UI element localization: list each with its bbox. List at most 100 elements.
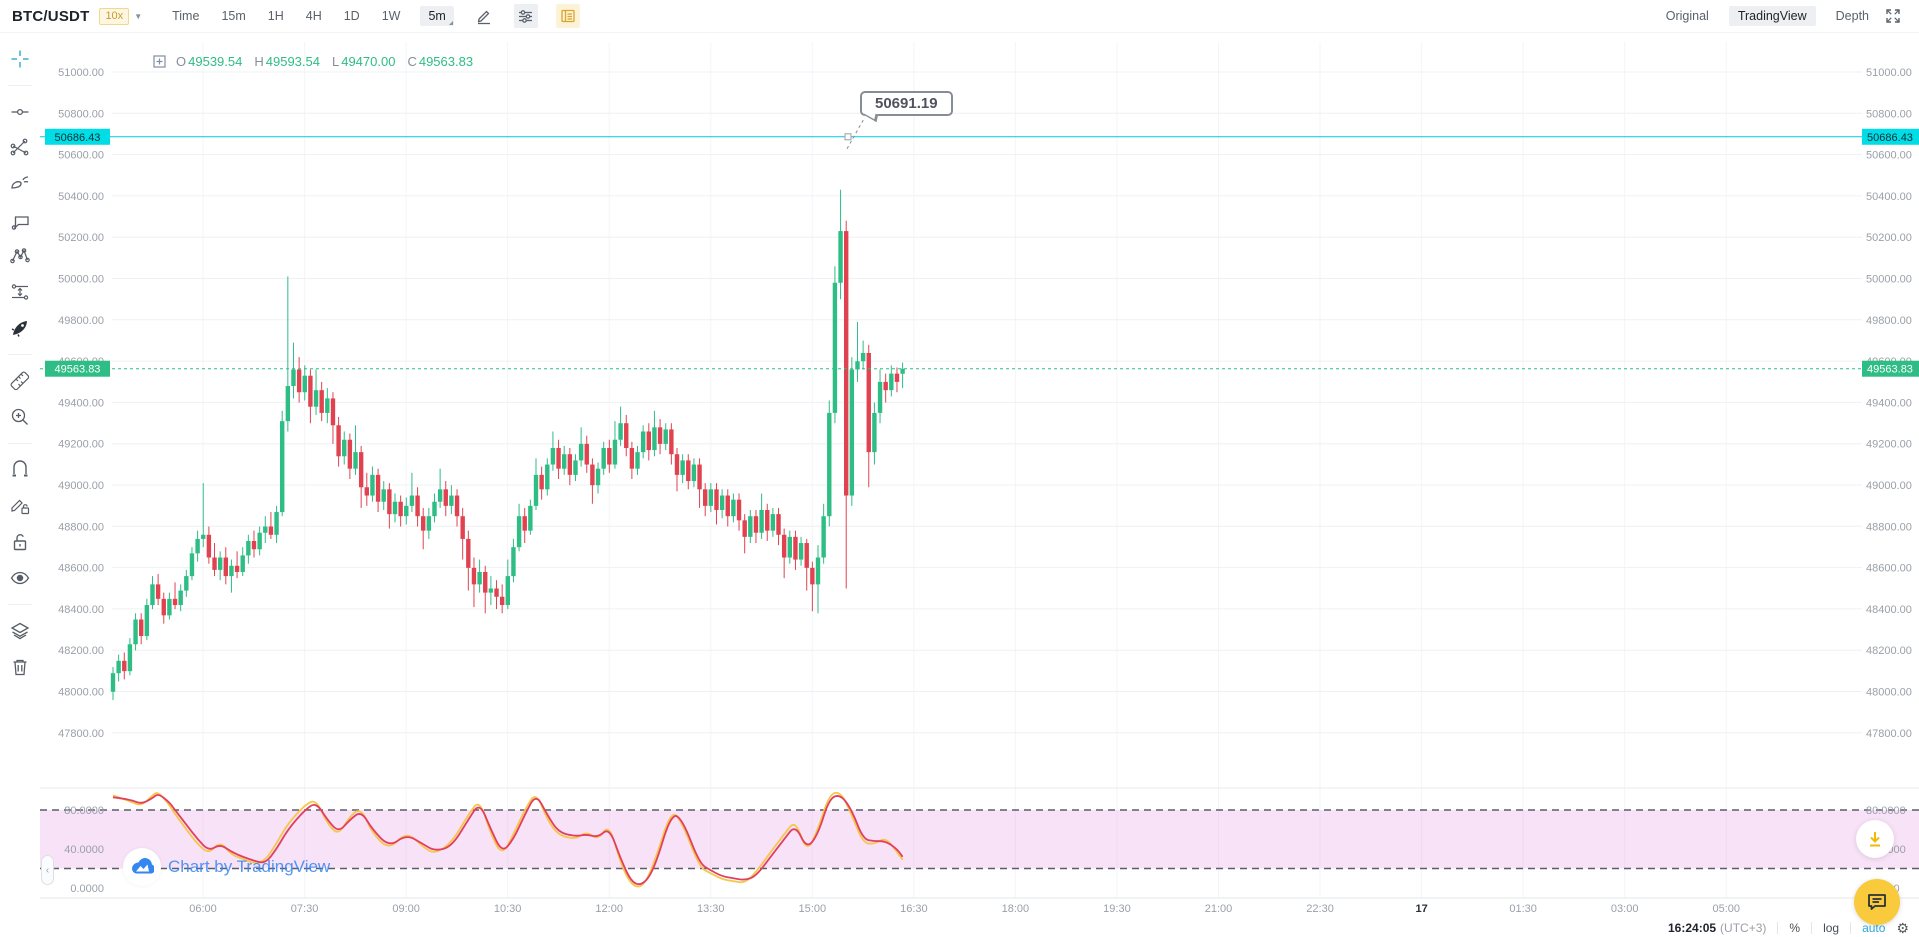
time-axis-label[interactable]: 05:00	[1712, 903, 1740, 915]
time-axis-label[interactable]: 03:00	[1611, 903, 1639, 915]
price-axis-label-left[interactable]: 48800.00	[58, 521, 104, 533]
price-axis-label-left[interactable]: 49400.00	[58, 397, 104, 409]
chat-support-button[interactable]	[1854, 879, 1900, 925]
indicator-axis-label-left[interactable]: 0.0000	[70, 883, 104, 895]
price-chart-canvas[interactable]: 06:00 07:30 09:00 10:30 12:00 13:30 15:00 16:30…	[40, 33, 1919, 920]
indicator-axis-label-left[interactable]: 80.0000	[64, 805, 104, 817]
price-axis-label-right[interactable]: 48600.00	[1866, 563, 1912, 575]
price-axis-label-right[interactable]: 48800.00	[1866, 521, 1912, 533]
price-axis-label-right[interactable]: 49800.00	[1866, 315, 1912, 327]
price-axis-label-left[interactable]: 48200.00	[58, 645, 104, 657]
price-axis-label-right[interactable]: 49200.00	[1866, 439, 1912, 451]
interval-1h[interactable]: 1H	[267, 9, 284, 23]
time-axis-label[interactable]: 17	[1415, 903, 1427, 915]
indicator-axis-label-right[interactable]: 80.0000	[1866, 805, 1906, 817]
download-button[interactable]	[1856, 820, 1894, 858]
price-axis-label-left[interactable]: 49800.00	[58, 315, 104, 327]
time-axis-label[interactable]: 15:00	[799, 903, 827, 915]
indicator-axis-label-left[interactable]: 40.0000	[64, 844, 104, 856]
price-axis-label-right[interactable]: 48400.00	[1866, 604, 1912, 616]
price-axis-label-left[interactable]: 50000.00	[58, 274, 104, 286]
tab-depth[interactable]: Depth	[1835, 9, 1869, 23]
timezone-label[interactable]: (UTC+3)	[1720, 921, 1767, 935]
time-axis-label[interactable]: 16:30	[900, 903, 928, 915]
settings-gear-icon[interactable]: ⚙	[1896, 920, 1909, 936]
price-axis-label-right[interactable]: 50800.00	[1866, 108, 1912, 120]
pane-collapse-handle[interactable]: ‹	[41, 855, 54, 885]
price-axis-label-right[interactable]: 47800.00	[1866, 728, 1912, 740]
hide-all-eye-icon[interactable]	[8, 566, 32, 590]
interval-4h[interactable]: 4H	[305, 9, 322, 23]
candle-body	[184, 576, 189, 591]
time-axis-label[interactable]: 13:30	[697, 903, 725, 915]
rocket-emoji-tool-icon[interactable]	[8, 316, 32, 340]
candle-body	[827, 412, 832, 517]
time-axis-label[interactable]: 06:00	[189, 903, 217, 915]
tab-tradingview[interactable]: TradingView	[1728, 6, 1816, 26]
trendline-tool-icon[interactable]	[8, 100, 32, 124]
lock-all-icon[interactable]	[8, 530, 32, 554]
interval-1w[interactable]: 1W	[381, 9, 401, 23]
price-axis-label-left[interactable]: 50600.00	[58, 150, 104, 162]
price-axis-label-right[interactable]: 50000.00	[1866, 274, 1912, 286]
chevron-down-icon[interactable]: ▼	[134, 11, 143, 21]
panel-toggle-icon[interactable]	[555, 4, 580, 28]
interval-time[interactable]: Time	[172, 9, 200, 23]
time-axis-label[interactable]: 10:30	[494, 903, 522, 915]
indicator-settings-icon[interactable]	[513, 4, 538, 28]
alert-price-tooltip[interactable]: 50691.19	[860, 91, 953, 123]
price-axis-label-right[interactable]: 50400.00	[1866, 191, 1912, 203]
price-axis-label-right[interactable]: 50200.00	[1866, 232, 1912, 244]
interval-5m-selected[interactable]: 5m	[420, 6, 454, 26]
price-axis-label-left[interactable]: 51000.00	[58, 67, 104, 79]
price-axis-label-right[interactable]: 48200.00	[1866, 645, 1912, 657]
time-axis-label[interactable]: 01:30	[1509, 903, 1537, 915]
price-axis-label-right[interactable]: 50600.00	[1866, 150, 1912, 162]
price-axis-label-left[interactable]: 48400.00	[58, 604, 104, 616]
interval-15m[interactable]: 15m	[221, 9, 246, 23]
price-axis-label-right[interactable]: 49000.00	[1866, 480, 1912, 492]
price-axis-label-left[interactable]: 49200.00	[58, 439, 104, 451]
log-scale-toggle[interactable]: log	[1823, 921, 1840, 935]
add-chart-icon[interactable]	[153, 55, 166, 68]
measure-ruler-icon[interactable]	[8, 369, 32, 393]
alert-line-handle[interactable]	[844, 133, 852, 141]
price-axis-label-left[interactable]: 47800.00	[58, 728, 104, 740]
price-axis-label-left[interactable]: 49000.00	[58, 480, 104, 492]
price-axis-label-left[interactable]: 50800.00	[58, 108, 104, 120]
tradingview-watermark[interactable]: Chart by TradingView	[123, 848, 330, 886]
time-axis-label[interactable]: 21:00	[1205, 903, 1233, 915]
time-axis-label[interactable]: 22:30	[1306, 903, 1334, 915]
object-layers-icon[interactable]	[8, 619, 32, 643]
remove-all-trash-icon[interactable]	[8, 655, 32, 679]
tab-original[interactable]: Original	[1665, 9, 1709, 23]
xabcd-pattern-tool-icon[interactable]	[8, 244, 32, 268]
candle-body	[748, 516, 753, 537]
position-tool-icon[interactable]	[8, 280, 32, 304]
interval-1d[interactable]: 1D	[343, 9, 360, 23]
time-axis-label[interactable]: 07:30	[291, 903, 319, 915]
price-axis-label-left[interactable]: 48600.00	[58, 563, 104, 575]
candle-body	[330, 398, 336, 426]
edit-pencil-icon[interactable]	[472, 4, 496, 28]
price-axis-label-right[interactable]: 51000.00	[1866, 67, 1912, 79]
crosshair-icon[interactable]	[8, 47, 32, 71]
time-axis-label[interactable]: 18:00	[1002, 903, 1030, 915]
text-callout-tool-icon[interactable]	[8, 208, 32, 232]
percent-scale-toggle[interactable]: %	[1789, 921, 1801, 935]
time-axis-label[interactable]: 12:00	[595, 903, 623, 915]
multi-trendlines-tool-icon[interactable]	[8, 136, 32, 160]
time-axis-label[interactable]: 09:00	[392, 903, 420, 915]
leverage-badge[interactable]: 10x	[99, 7, 130, 25]
fullscreen-icon[interactable]	[1881, 4, 1905, 28]
price-axis-label-right[interactable]: 48000.00	[1866, 687, 1912, 699]
price-axis-label-right[interactable]: 49400.00	[1866, 397, 1912, 409]
price-axis-label-left[interactable]: 50400.00	[58, 191, 104, 203]
brush-tool-icon[interactable]	[8, 172, 32, 196]
time-axis-label[interactable]: 19:30	[1103, 903, 1131, 915]
price-axis-label-left[interactable]: 48000.00	[58, 687, 104, 699]
drawing-mode-lock-icon[interactable]	[8, 494, 32, 518]
zoom-in-icon[interactable]	[8, 405, 32, 429]
price-axis-label-left[interactable]: 50200.00	[58, 232, 104, 244]
magnet-icon[interactable]	[8, 458, 32, 482]
